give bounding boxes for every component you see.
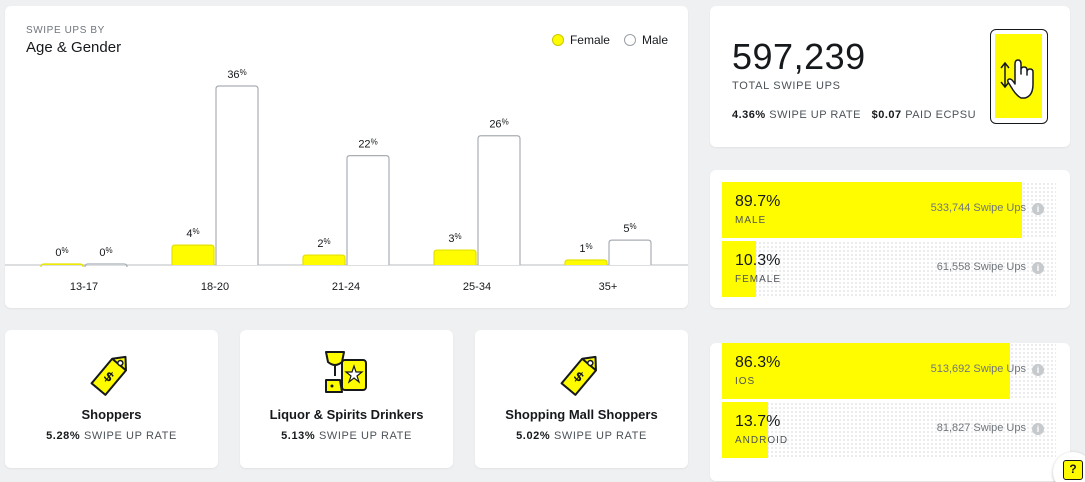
help-icon: ? [1063,460,1083,480]
age-gender-chart: 0% 0% 13-17 4% 36% 18-20 2% 22% 21-24 3% 26% 25-34 1… [5,68,688,293]
audience-rate-value: 5.02% [516,430,551,442]
swipe-up-rate-value: 4.36% [732,109,766,121]
rate-summary: 4.36% SWIPE UP RATE $0.07 PAID ECPSU [732,109,976,121]
male-bar-label: 26% [489,118,508,131]
audience-rate-label: SWIPE UP RATE [553,430,647,442]
female-share-bar [722,241,757,297]
x-tick-label: 13-17 [70,281,98,293]
legend-male[interactable]: Male [623,33,668,47]
male-bar [346,155,390,265]
female-bar-label: 3% [448,232,461,245]
os-split-card: 86.3% IOS 513,692 Swipe Ups i 13.7% ANDR… [710,343,1070,481]
legend-female[interactable]: Female [551,33,610,47]
female-bar-label: 1% [579,242,592,255]
age-gender-chart-card: 0% 0% 13-17 4% 36% 18-20 2% 22% 21-24 3% 26% 25-34 1… [5,6,688,308]
x-tick-label: 21-24 [332,281,360,293]
male-bar-label: 0% [99,246,112,259]
ios-share-bar [722,343,1011,399]
ios-share-label: IOS [735,376,756,387]
male-bar-label: 22% [358,138,377,151]
audience-card-liquor-spirits[interactable]: Liquor & Spirits Drinkers 5.13% SWIPE UP… [240,330,453,468]
male-bar [84,263,128,268]
gender-row-female: 10.3% FEMALE 61,558 Swipe Ups i [722,241,1056,297]
audience-name: Liquor & Spirits Drinkers [269,407,424,422]
female-bar [302,254,346,265]
gender-row-male: 89.7% MALE 533,744 Swipe Ups i [722,182,1056,238]
female-share-pct: 10.3% [735,252,781,269]
x-tick-label: 18-20 [201,281,229,293]
x-tick-label: 25-34 [463,281,491,293]
android-share-label: ANDROID [735,435,789,446]
audience-name: Shopping Mall Shoppers [505,407,658,422]
ios-share-pct: 86.3% [735,354,781,371]
male-share-pct: 89.7% [735,193,781,210]
female-bar [564,259,608,265]
legend-male-label: Male [641,33,668,47]
total-swipe-ups-label: TOTAL SWIPE UPS [732,80,841,92]
help-button[interactable]: ? [1053,452,1085,482]
legend-female-swatch [551,34,564,46]
android-swipe-count: 81,827 Swipe Ups [936,422,1026,434]
ecpsu-value: $0.07 [871,109,902,121]
audience-card-shopping-mall[interactable]: $ Shopping Mall Shoppers 5.02% SWIPE UP … [475,330,688,468]
x-tick-label: 35+ [599,281,618,293]
female-bar [40,263,84,268]
audience-rate: 5.28% SWIPE UP RATE [5,430,218,442]
ios-swipe-count: 513,692 Swipe Ups [930,363,1026,375]
os-row-android: 13.7% ANDROID 81,827 Swipe Ups i [722,402,1056,458]
chart-subtitle: SWIPE UPS BY [26,25,105,36]
female-bar-label: 2% [317,237,330,250]
chart-legend: Female Male [551,33,668,47]
female-bar [171,244,215,265]
female-swipe-count: 61,558 Swipe Ups [936,261,1026,273]
info-icon[interactable]: i [1032,364,1044,376]
total-swipe-ups-card: 597,239 TOTAL SWIPE UPS 4.36% SWIPE UP R… [710,6,1070,147]
info-icon[interactable]: i [1032,423,1044,435]
chart-title: Age & Gender [26,39,122,56]
female-bar [433,249,477,265]
swipe-hand-icon [1000,59,1034,99]
male-bar [215,85,259,265]
audience-rate-label: SWIPE UP RATE [318,430,412,442]
audience-rate-label: SWIPE UP RATE [83,430,177,442]
info-icon[interactable]: i [1032,262,1044,274]
swipe-up-rate-label: SWIPE UP RATE [769,109,861,121]
male-share-label: MALE [735,215,767,226]
female-share-label: FEMALE [735,274,782,285]
legend-male-swatch [623,34,636,46]
male-bar [608,239,652,265]
price-tag-icon: $ [560,355,597,396]
audience-card-shoppers[interactable]: $ Shoppers 5.28% SWIPE UP RATE [5,330,218,468]
male-bar [477,135,521,265]
male-swipe-count: 533,744 Swipe Ups [930,202,1026,214]
female-bar-label: 4% [186,227,199,240]
legend-female-label: Female [569,33,610,47]
audience-name: Shoppers [81,407,142,422]
os-row-ios: 86.3% IOS 513,692 Swipe Ups i [722,343,1056,399]
male-bar-label: 36% [227,68,246,81]
ecpsu-label: PAID ECPSU [905,109,977,121]
audience-rate: 5.13% SWIPE UP RATE [240,430,453,442]
info-icon[interactable]: i [1032,203,1044,215]
android-share-pct: 13.7% [735,413,781,430]
male-bar-label: 5% [623,222,636,235]
gender-split-card: 89.7% MALE 533,744 Swipe Ups i 10.3% FEM… [710,170,1070,308]
android-share-bar [722,402,768,458]
phone-screen [995,34,1042,118]
audience-rate-value: 5.28% [46,430,81,442]
audience-rate-value: 5.13% [281,430,316,442]
phone-swipe-icon [990,29,1048,124]
female-bar-label: 0% [55,246,68,259]
audience-rate: 5.02% SWIPE UP RATE [475,430,688,442]
total-swipe-ups-value: 597,239 [732,36,866,77]
liquor-icon [324,351,367,393]
male-share-bar [722,182,1022,238]
price-tag-icon: $ [90,355,127,396]
